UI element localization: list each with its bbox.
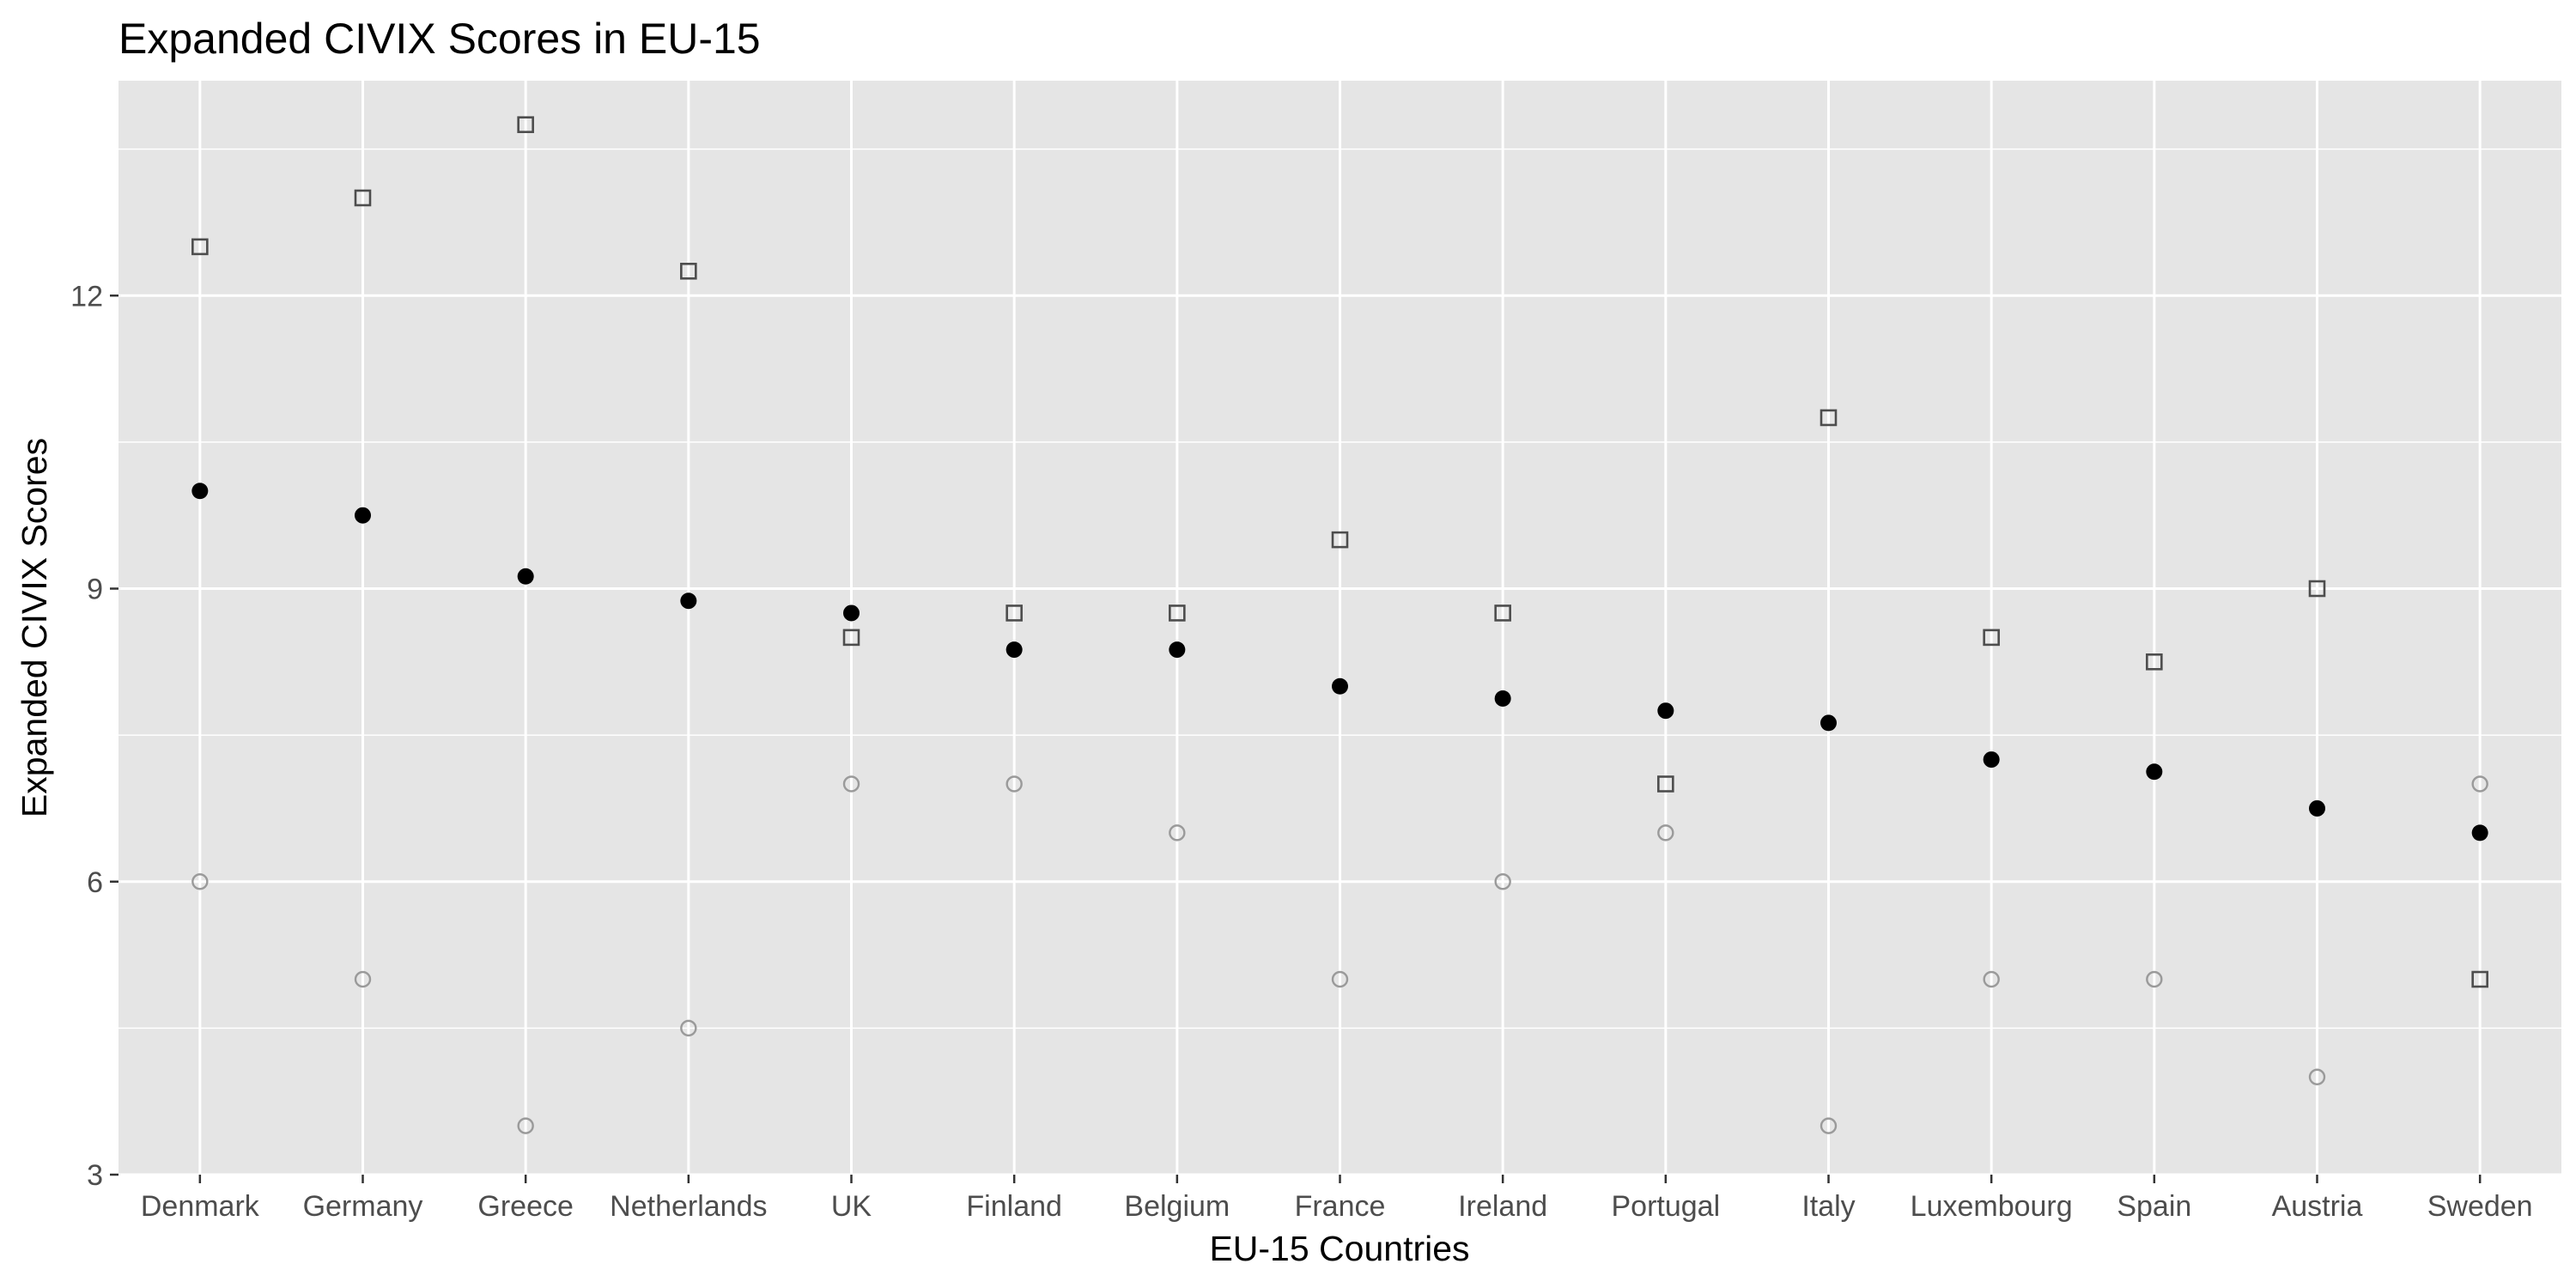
x-tick-label: Netherlands: [610, 1190, 767, 1223]
point-circle-filled-sweden: [2471, 824, 2488, 841]
y-tick-label: 9: [87, 574, 103, 606]
point-circle-filled-greece: [517, 568, 534, 585]
grid-major: [118, 81, 2561, 1176]
point-square-open-luxembourg: [1983, 629, 2000, 647]
point-circle-open-sweden: [2471, 775, 2488, 793]
x-tick-label: Ireland: [1458, 1190, 1547, 1223]
point-circle-open-belgium: [1169, 824, 1186, 841]
point-circle-open-portugal: [1657, 824, 1674, 841]
point-circle-filled-finland: [1005, 641, 1023, 659]
x-tick-label: Portugal: [1612, 1190, 1721, 1223]
x-tick-label: Sweden: [2427, 1190, 2533, 1223]
point-square-open-ireland: [1494, 605, 1511, 622]
point-square-open-portugal: [1657, 775, 1674, 793]
point-circle-filled-spain: [2146, 763, 2163, 781]
y-tick-label: 12: [70, 280, 103, 313]
point-square-open-austria: [2308, 580, 2326, 598]
x-tick-label: Italy: [1801, 1190, 1855, 1223]
point-circle-open-ireland: [1494, 873, 1511, 890]
point-circle-filled-ireland: [1494, 690, 1511, 707]
point-circle-open-germany: [354, 970, 372, 988]
chart-title: Expanded CIVIX Scores in EU-15: [118, 15, 761, 63]
point-circle-filled-germany: [355, 507, 371, 524]
point-square-open-uk: [842, 629, 860, 647]
point-circle-open-france: [1331, 970, 1349, 988]
x-tick-label: Austria: [2272, 1190, 2363, 1223]
point-circle-filled-denmark: [191, 483, 209, 500]
point-square-open-greece: [517, 116, 534, 133]
point-square-open-denmark: [191, 238, 209, 256]
x-tick-label: Finland: [966, 1190, 1062, 1223]
point-circle-filled-belgium: [1169, 641, 1186, 659]
point-circle-open-greece: [517, 1117, 534, 1134]
point-circle-filled-austria: [2309, 799, 2325, 817]
point-circle-open-italy: [1820, 1117, 1838, 1134]
point-circle-filled-italy: [1820, 714, 1837, 732]
point-square-open-italy: [1820, 409, 1838, 427]
x-tick-label: Denmark: [141, 1190, 260, 1223]
point-square-open-spain: [2146, 653, 2163, 671]
point-circle-open-austria: [2308, 1068, 2326, 1085]
x-tick-label: Luxembourg: [1911, 1190, 2073, 1223]
point-circle-open-finland: [1005, 775, 1023, 793]
point-circle-open-luxembourg: [1983, 970, 2000, 988]
x-tick-label: Spain: [2117, 1190, 2191, 1223]
point-circle-filled-france: [1332, 677, 1348, 695]
y-axis-title: Expanded CIVIX Scores: [15, 438, 54, 817]
point-circle-filled-uk: [843, 605, 860, 622]
x-tick-label: UK: [831, 1190, 872, 1223]
x-tick-label: Belgium: [1124, 1190, 1230, 1223]
y-axis: 3 6 9 12: [70, 280, 118, 1192]
x-tick-label: France: [1295, 1190, 1386, 1223]
point-circle-filled-netherlands: [680, 592, 697, 610]
point-square-open-germany: [354, 189, 372, 207]
point-circle-open-uk: [842, 775, 860, 793]
point-square-open-netherlands: [680, 263, 697, 280]
point-circle-filled-portugal: [1657, 702, 1674, 720]
x-tick-label: Greece: [477, 1190, 574, 1223]
point-square-open-belgium: [1169, 605, 1186, 622]
point-square-open-france: [1331, 531, 1349, 549]
data-points: [191, 116, 2488, 1134]
point-circle-open-spain: [2146, 970, 2163, 988]
x-axis-title: EU-15 Countries: [1209, 1229, 1469, 1268]
point-circle-open-netherlands: [680, 1019, 697, 1037]
point-circle-filled-luxembourg: [1983, 751, 2000, 769]
point-circle-open-denmark: [191, 873, 209, 890]
x-tick-label: Germany: [303, 1190, 423, 1223]
point-square-open-finland: [1005, 605, 1023, 622]
y-tick-label: 6: [87, 866, 103, 899]
point-square-open-sweden: [2471, 970, 2488, 988]
x-axis: Denmark Germany Greece Netherlands UK Finland…: [141, 1175, 2533, 1223]
y-tick-label: 3: [87, 1159, 103, 1192]
